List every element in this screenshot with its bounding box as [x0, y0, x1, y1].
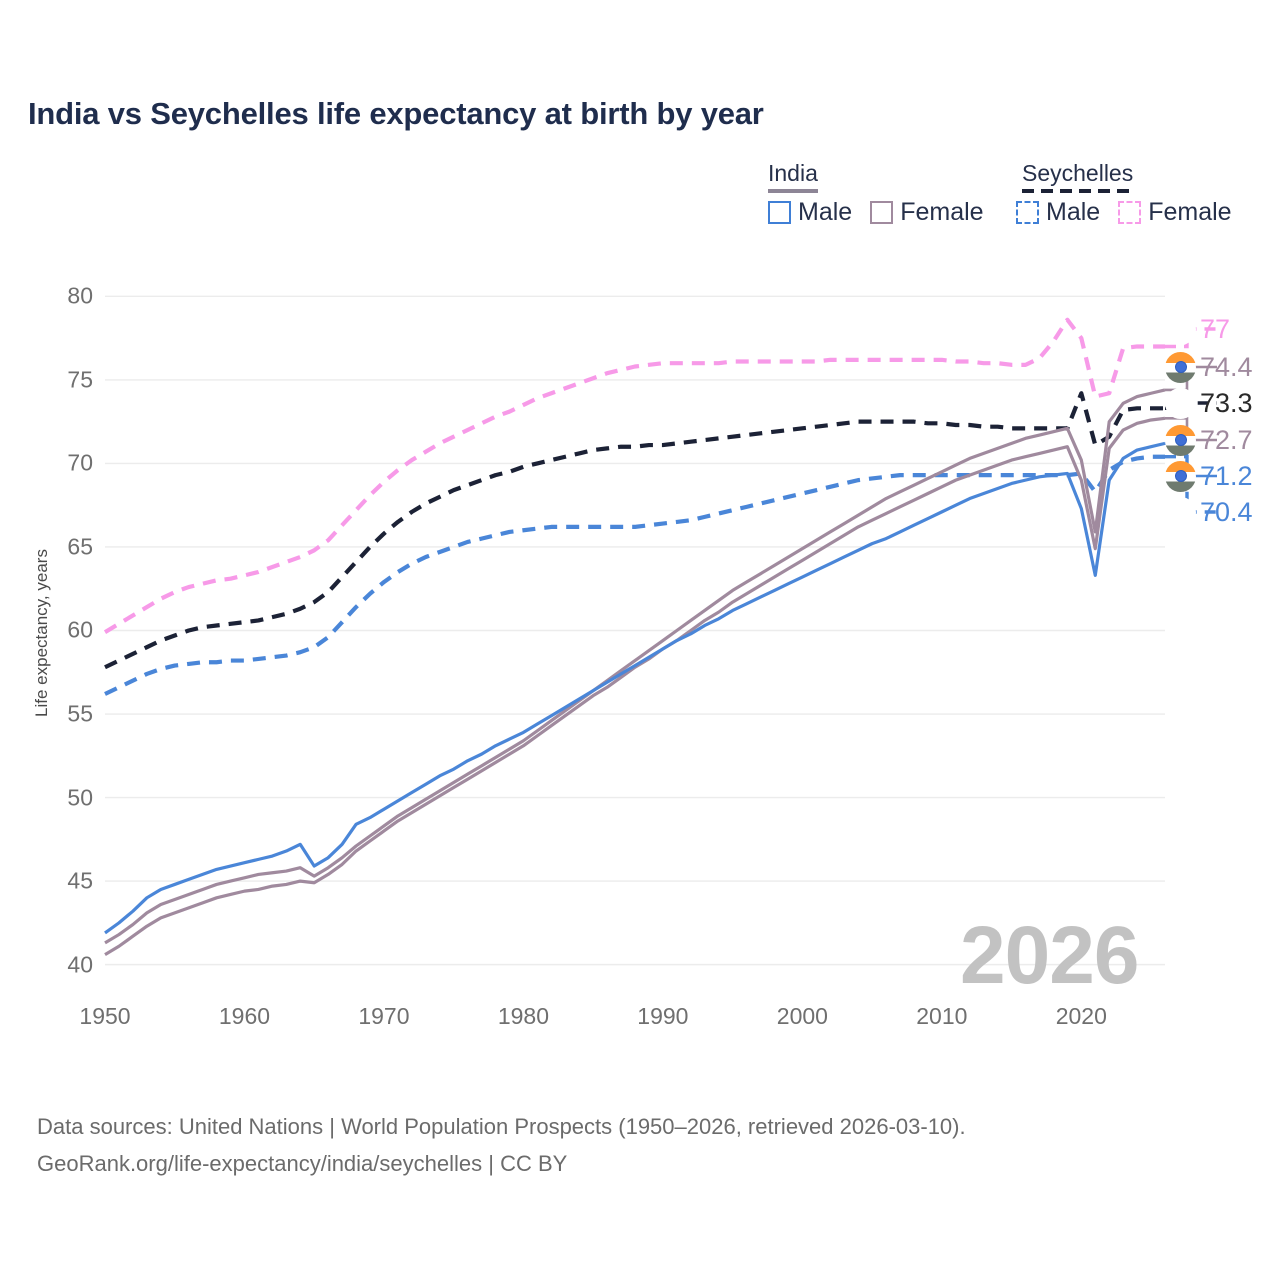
- end-label-row: 71.2: [1165, 459, 1253, 493]
- legend-swatch-seychelles-female-icon: [1118, 201, 1142, 224]
- legend-items-india: Male Female: [768, 200, 984, 225]
- grid-lines: [105, 295, 1165, 966]
- legend-group-seychelles-rule: [1022, 189, 1134, 193]
- end-label-value: 77: [1200, 313, 1231, 344]
- series-end-labels: 77 74.4 73.3 72.7 71.2 70.4: [1165, 290, 1280, 528]
- series-line: [104, 388, 1166, 945]
- seychelles-rays-icon: [1165, 313, 1196, 345]
- ashoka-chakra-icon: [1174, 434, 1187, 446]
- y-tick-label: 50: [67, 784, 93, 811]
- end-label-row: 73.3: [1165, 386, 1253, 420]
- seychelles-flag-icon: [1165, 313, 1196, 345]
- end-label-value: 73.3: [1200, 387, 1253, 418]
- seychelles-rays-icon: [1165, 387, 1196, 419]
- seychelles-flag-icon: [1165, 496, 1196, 528]
- footer-line-1: Data sources: United Nations | World Pop…: [37, 1114, 966, 1139]
- legend-label-india-female: Female: [900, 198, 984, 226]
- legend-swatch-india-female-icon: [870, 201, 894, 224]
- legend-swatch-india-male-icon: [768, 201, 791, 224]
- x-tick-label: 1950: [79, 1003, 131, 1029]
- page-title: India vs Seychelles life expectancy at b…: [28, 96, 764, 131]
- y-tick-label: 65: [67, 533, 93, 560]
- india-flag-icon: [1165, 351, 1196, 383]
- seychelles-rays-icon: [1165, 496, 1196, 528]
- legend-group-india-label: India: [768, 160, 818, 186]
- series-leader-line: [1165, 327, 1217, 349]
- x-tick-label: 2000: [776, 1003, 828, 1029]
- ashoka-chakra-icon: [1174, 361, 1187, 373]
- x-tick-label: 2020: [1055, 1003, 1107, 1029]
- legend-item-india-female[interactable]: Female: [870, 198, 984, 226]
- y-axis-title: Life expectancy, years: [32, 549, 51, 717]
- y-tick-label: 80: [67, 282, 93, 309]
- end-label-value: 71.2: [1200, 460, 1253, 491]
- end-label-row: 72.7: [1165, 423, 1253, 457]
- legend-label-seychelles-male: Male: [1046, 198, 1101, 226]
- x-tick-label: 2010: [916, 1003, 968, 1029]
- legend-label-seychelles-female: Female: [1148, 198, 1232, 226]
- series-lines: [103, 317, 1217, 956]
- legend-items-seychelles: Male Female: [1016, 200, 1232, 225]
- series-line: [104, 441, 1166, 935]
- x-tick-label: 1980: [497, 1003, 549, 1029]
- legend-item-seychelles-male[interactable]: Male: [1016, 200, 1100, 225]
- legend-item-india-male[interactable]: Male: [768, 200, 852, 225]
- india-flag-icon: [1165, 424, 1196, 456]
- series-leader-line: [1165, 455, 1217, 514]
- india-flag-icon: [1165, 460, 1196, 492]
- year-watermark: 2026: [960, 910, 1139, 1001]
- end-label-row: 74.4: [1165, 350, 1253, 384]
- y-tick-label: 55: [67, 700, 93, 727]
- y-tick-label: 40: [67, 951, 93, 978]
- legend-group-seychelles: Seychelles: [1022, 160, 1134, 193]
- footer-line-2: GeoRank.org/life-expectancy/india/seyche…: [37, 1151, 568, 1176]
- legend-swatch-seychelles-male-icon: [1016, 201, 1039, 224]
- footer-credits: Data sources: United Nations | World Pop…: [37, 1108, 966, 1182]
- end-label-row: 77: [1165, 312, 1230, 346]
- end-label-value: 72.7: [1200, 424, 1253, 455]
- series-line: [104, 391, 1165, 670]
- end-label-row: 70.4: [1165, 495, 1253, 529]
- y-tick-label: 45: [67, 867, 93, 894]
- x-tick-label: 1990: [637, 1003, 689, 1029]
- series-line: [103, 317, 1165, 634]
- end-label-value: 70.4: [1200, 496, 1253, 527]
- legend-label-india-male: Male: [798, 198, 853, 226]
- ashoka-chakra-icon: [1174, 470, 1187, 482]
- y-tick-label: 60: [67, 616, 93, 643]
- series-line: [104, 454, 1165, 696]
- chart-legend: India Seychelles Male Female Male: [760, 160, 1255, 240]
- legend-group-india-rule: [768, 189, 818, 193]
- x-tick-label: 1960: [218, 1003, 271, 1029]
- legend-group-india: India: [768, 160, 818, 193]
- chart-plot-area: Life expectancy, years 40 45 50 55 60 65 70 75 8…: [32, 283, 1217, 1029]
- legend-group-seychelles-label: Seychelles: [1022, 160, 1134, 186]
- end-label-value: 74.4: [1200, 351, 1253, 382]
- legend-item-seychelles-female[interactable]: Female: [1118, 198, 1232, 226]
- y-tick-label: 70: [67, 449, 93, 476]
- y-tick-label: 75: [67, 366, 93, 393]
- x-tick-label: 1970: [358, 1003, 410, 1029]
- seychelles-flag-icon: [1165, 387, 1196, 419]
